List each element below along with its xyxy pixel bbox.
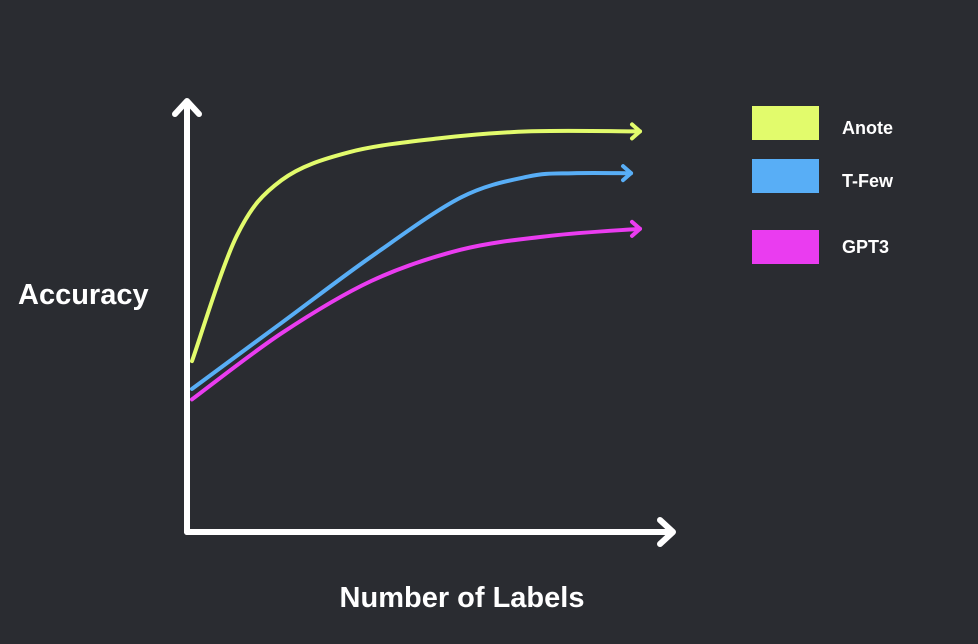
- series-arrowhead-anote: [630, 122, 642, 141]
- legend-swatch-gpt3: [752, 230, 819, 264]
- legend-swatch-anote: [752, 106, 819, 140]
- series-line-gpt3: [190, 226, 642, 402]
- x-axis: [184, 517, 676, 547]
- x-axis-label: Number of Labels: [340, 582, 585, 614]
- legend-swatch-t-few: [752, 159, 819, 193]
- legend-label-gpt3: GPT3: [842, 237, 889, 257]
- series-layer: [190, 122, 642, 402]
- series-line-t-few: [190, 170, 633, 391]
- series-arrowhead-t-few: [621, 164, 634, 183]
- y-axis-label: Accuracy: [18, 279, 149, 311]
- x-axis-arrowhead: [657, 517, 676, 547]
- series-line-anote: [190, 128, 642, 364]
- series-arrowhead-gpt3: [630, 219, 642, 238]
- legend: Anote T-Few GPT3: [752, 106, 894, 264]
- legend-label-t-few: T-Few: [842, 171, 894, 191]
- y-axis-arrowhead: [172, 98, 202, 117]
- y-axis: [172, 98, 202, 535]
- legend-label-anote: Anote: [842, 118, 893, 138]
